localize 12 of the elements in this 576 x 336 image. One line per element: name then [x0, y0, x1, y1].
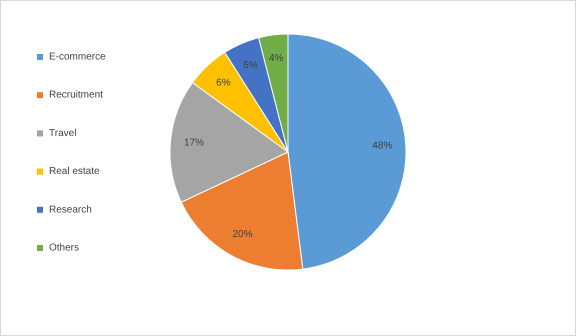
legend-label: Research — [49, 204, 92, 216]
data-label: 17% — [184, 138, 204, 149]
data-label: 48% — [372, 140, 392, 152]
legend-label: Others — [49, 242, 80, 254]
legend-label: E-commerce — [49, 52, 106, 62]
data-label: 20% — [232, 229, 253, 240]
data-label: 6% — [216, 78, 231, 89]
legend-label: Recruitment — [49, 90, 104, 101]
data-label: 5% — [243, 60, 258, 71]
legend-label: Real estate — [49, 166, 100, 178]
data-label: 4% — [268, 52, 284, 64]
legend-label: Travel — [49, 128, 76, 139]
